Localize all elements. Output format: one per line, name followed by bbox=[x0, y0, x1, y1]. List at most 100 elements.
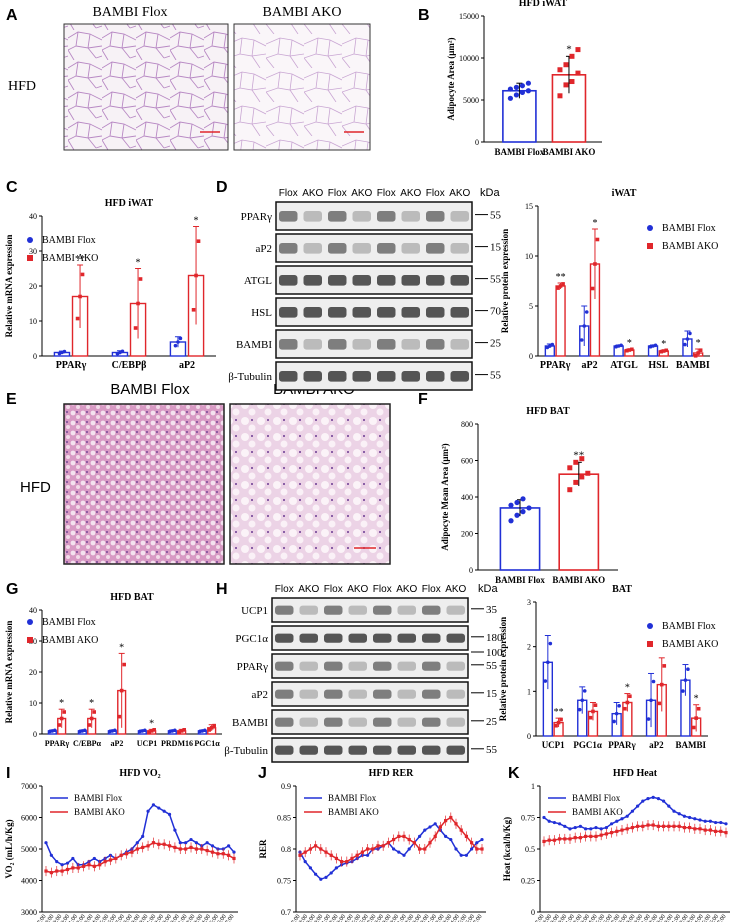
chart-i-x-tick-label: 8:00 bbox=[44, 914, 55, 922]
chart-f-data-point bbox=[526, 505, 532, 511]
chart-k-data-point bbox=[584, 827, 588, 831]
chart-i-x-tick-label: 11:00 bbox=[66, 914, 79, 922]
panel-letter-g: G bbox=[6, 581, 18, 598]
chart-i-x-tick-label: 9:00 bbox=[52, 914, 63, 922]
chart-b-x-tick-label: BAMBI AKO bbox=[543, 147, 596, 157]
chart-j-data-point bbox=[433, 834, 437, 838]
chart-j-x-tick-label: 9:00 bbox=[306, 914, 317, 922]
blot-d-band bbox=[377, 370, 396, 382]
blot-d-lane-label: AKO bbox=[400, 188, 421, 199]
chart-j-x-tick-label: 0:00 bbox=[420, 914, 431, 922]
chart-k-data-point bbox=[724, 831, 728, 835]
chart-d-y-tick-label: 0 bbox=[529, 352, 533, 361]
chart-j-data-point bbox=[407, 847, 411, 851]
chart-d-data-point bbox=[661, 349, 666, 353]
chart-f-data-point bbox=[585, 470, 591, 476]
blot-d-band-name: β-Tubulin bbox=[228, 371, 272, 383]
chart-h-data-point bbox=[681, 689, 685, 693]
chart-f-bar bbox=[499, 507, 541, 571]
chart-i-data-point bbox=[210, 850, 215, 854]
blot-h-lane-label: Flox bbox=[275, 584, 294, 595]
blot-d-band bbox=[426, 274, 445, 286]
chart-i-x-tick-label: 7:00 bbox=[37, 914, 48, 922]
chart-j-data-point bbox=[381, 844, 385, 848]
chart-k-data-point bbox=[584, 834, 588, 838]
blot-h-band bbox=[422, 633, 441, 643]
chart-d-data-point bbox=[595, 237, 600, 242]
blot-h-band bbox=[275, 661, 294, 671]
chart-i-data-point bbox=[55, 860, 59, 864]
chart-h-data-point bbox=[582, 689, 587, 693]
blot-d-band bbox=[352, 274, 371, 286]
blot-h-kda-value: 55 bbox=[486, 744, 498, 756]
chart-j-data-point bbox=[449, 815, 453, 820]
chart-j-data-point bbox=[334, 856, 338, 861]
chart-f-data-point bbox=[514, 512, 520, 518]
chart-b-data-point bbox=[575, 47, 581, 53]
chart-i-data-point bbox=[71, 866, 75, 870]
chart-j-y-tick-label: 0.8 bbox=[281, 845, 291, 854]
chart-c-chart-title: HFD iWAT bbox=[105, 198, 154, 209]
chart-d-data-point bbox=[582, 324, 587, 328]
blot-d-kda-value: 15 bbox=[490, 242, 502, 254]
chart-i-data-point bbox=[71, 856, 75, 861]
chart-i-data-point bbox=[49, 871, 53, 875]
chart-f-data-point bbox=[573, 459, 579, 465]
blot-h-band bbox=[446, 661, 465, 671]
chart-k-data-point bbox=[636, 804, 640, 808]
blot-d-kda-value: 55 bbox=[490, 370, 502, 382]
chart-k-data-point bbox=[604, 825, 609, 830]
chart-i-data-point bbox=[151, 803, 156, 807]
chart-d-data-point bbox=[625, 348, 629, 353]
chart-i-x-tick-label: 10:00 bbox=[58, 914, 71, 922]
chart-g-x-tick-label: PGC1α bbox=[194, 739, 220, 748]
blot-h-band bbox=[299, 661, 318, 671]
chart-h-data-point bbox=[548, 641, 553, 646]
chart-k-data-point bbox=[703, 828, 707, 832]
chart-d-significance: * bbox=[627, 338, 632, 349]
chart-k-data-point bbox=[547, 819, 551, 823]
chart-c-significance: ** bbox=[75, 254, 85, 265]
chart-k-data-point bbox=[708, 828, 712, 832]
chart-h-data-point bbox=[577, 707, 582, 712]
chart-g-data-point bbox=[62, 710, 66, 714]
panel-letter-f: F bbox=[418, 391, 428, 408]
chart-d-data-point bbox=[698, 348, 703, 352]
chart-j-data-point bbox=[366, 847, 370, 851]
chart-k-data-point bbox=[662, 799, 666, 803]
chart-g-x-tick-label: PRDM16 bbox=[161, 739, 193, 748]
blot-h-band bbox=[422, 689, 441, 699]
chart-j-data-point bbox=[376, 844, 380, 848]
blot-h-band bbox=[422, 605, 441, 615]
blot-h-band bbox=[397, 689, 416, 699]
chart-k-data-point bbox=[568, 827, 572, 831]
blot-h-band bbox=[397, 661, 416, 671]
chart-g-legend-marker bbox=[27, 637, 33, 643]
chart-i-data-point bbox=[194, 841, 198, 845]
chart-j-data-point bbox=[303, 860, 307, 864]
chart-g-data-point bbox=[209, 726, 214, 730]
chart-g-data-point bbox=[203, 728, 207, 733]
chart-i-x-tick-label: 6:00 bbox=[217, 914, 228, 922]
chart-g-data-point bbox=[122, 662, 126, 667]
chart-g-significance: * bbox=[119, 642, 124, 653]
chart-k-data-point bbox=[724, 822, 728, 826]
chart-d-x-tick-label: ATGL bbox=[610, 360, 638, 371]
chart-c-data-point bbox=[80, 272, 85, 277]
chart-c-y-axis-label: Relative mRNA expression bbox=[4, 235, 14, 338]
chart-d-x-tick-label: HSL bbox=[648, 360, 668, 371]
chart-b-data-point bbox=[507, 95, 513, 101]
chart-k-data-point bbox=[594, 834, 598, 838]
chart-h-y-tick-label: 3 bbox=[527, 598, 531, 607]
chart-k-x-tick-label: 5:00 bbox=[701, 914, 712, 922]
chart-b-significance: * bbox=[566, 43, 572, 55]
blot-d-band-name: BAMBI bbox=[236, 339, 272, 351]
chart-j-data-point bbox=[324, 875, 328, 879]
chart-f-data-point bbox=[579, 456, 585, 462]
chart-c-data-point bbox=[138, 277, 143, 281]
chart-j-x-tick-label: 5:00 bbox=[457, 914, 468, 922]
chart-g-data-point bbox=[207, 728, 211, 732]
blot-h-lane-label: Flox bbox=[324, 584, 343, 595]
blot-d-band bbox=[279, 242, 298, 254]
